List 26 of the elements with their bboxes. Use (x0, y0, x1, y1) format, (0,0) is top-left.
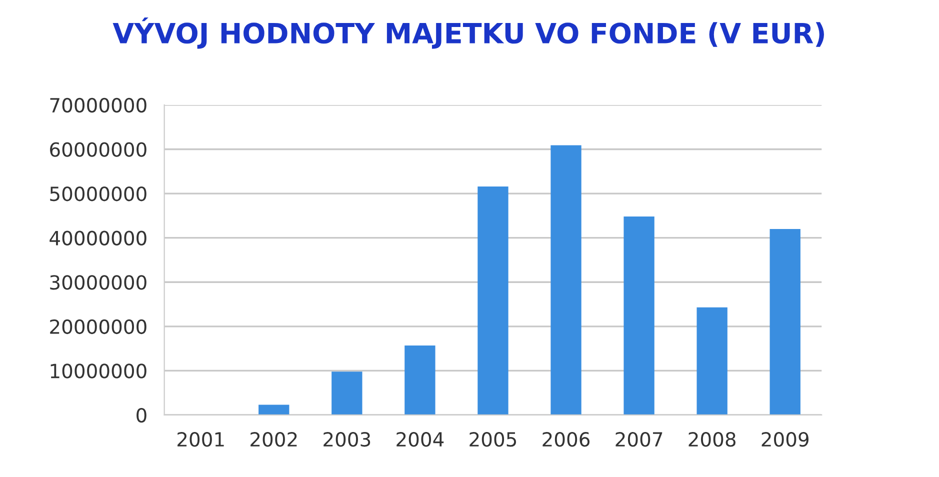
bar (332, 372, 362, 415)
y-tick-label: 0 (136, 408, 146, 423)
x-tick-label: 2001 (178, 432, 224, 447)
x-tick-label: 2003 (324, 432, 370, 447)
bar (696, 307, 728, 415)
x-tick-label: 2008 (688, 432, 736, 447)
bar (770, 228, 800, 415)
bar (258, 404, 290, 415)
bar (624, 216, 654, 415)
y-tick-label: 50000000 (50, 186, 146, 202)
y-tick-label: 30000000 (50, 275, 146, 290)
x-tick-label: 2006 (542, 432, 590, 447)
y-tick-label: 20000000 (50, 319, 146, 334)
bar (404, 345, 436, 415)
x-tick-label: 2005 (470, 432, 516, 447)
chart-title: VÝVOJ HODNOTY MAJETKU VO FONDE (V EUR) (112, 18, 824, 49)
y-tick-label: 70000000 (50, 98, 146, 113)
x-tick-label: 2009 (762, 432, 808, 447)
x-tick-label: 2002 (250, 432, 297, 447)
y-tick-label: 10000000 (50, 364, 146, 378)
bar (550, 145, 582, 415)
x-tick-label: 2007 (616, 432, 662, 447)
y-tick-label: 40000000 (50, 230, 146, 246)
bar (478, 186, 508, 415)
y-tick-label: 60000000 (50, 142, 146, 157)
x-tick-label: 2004 (396, 432, 444, 447)
